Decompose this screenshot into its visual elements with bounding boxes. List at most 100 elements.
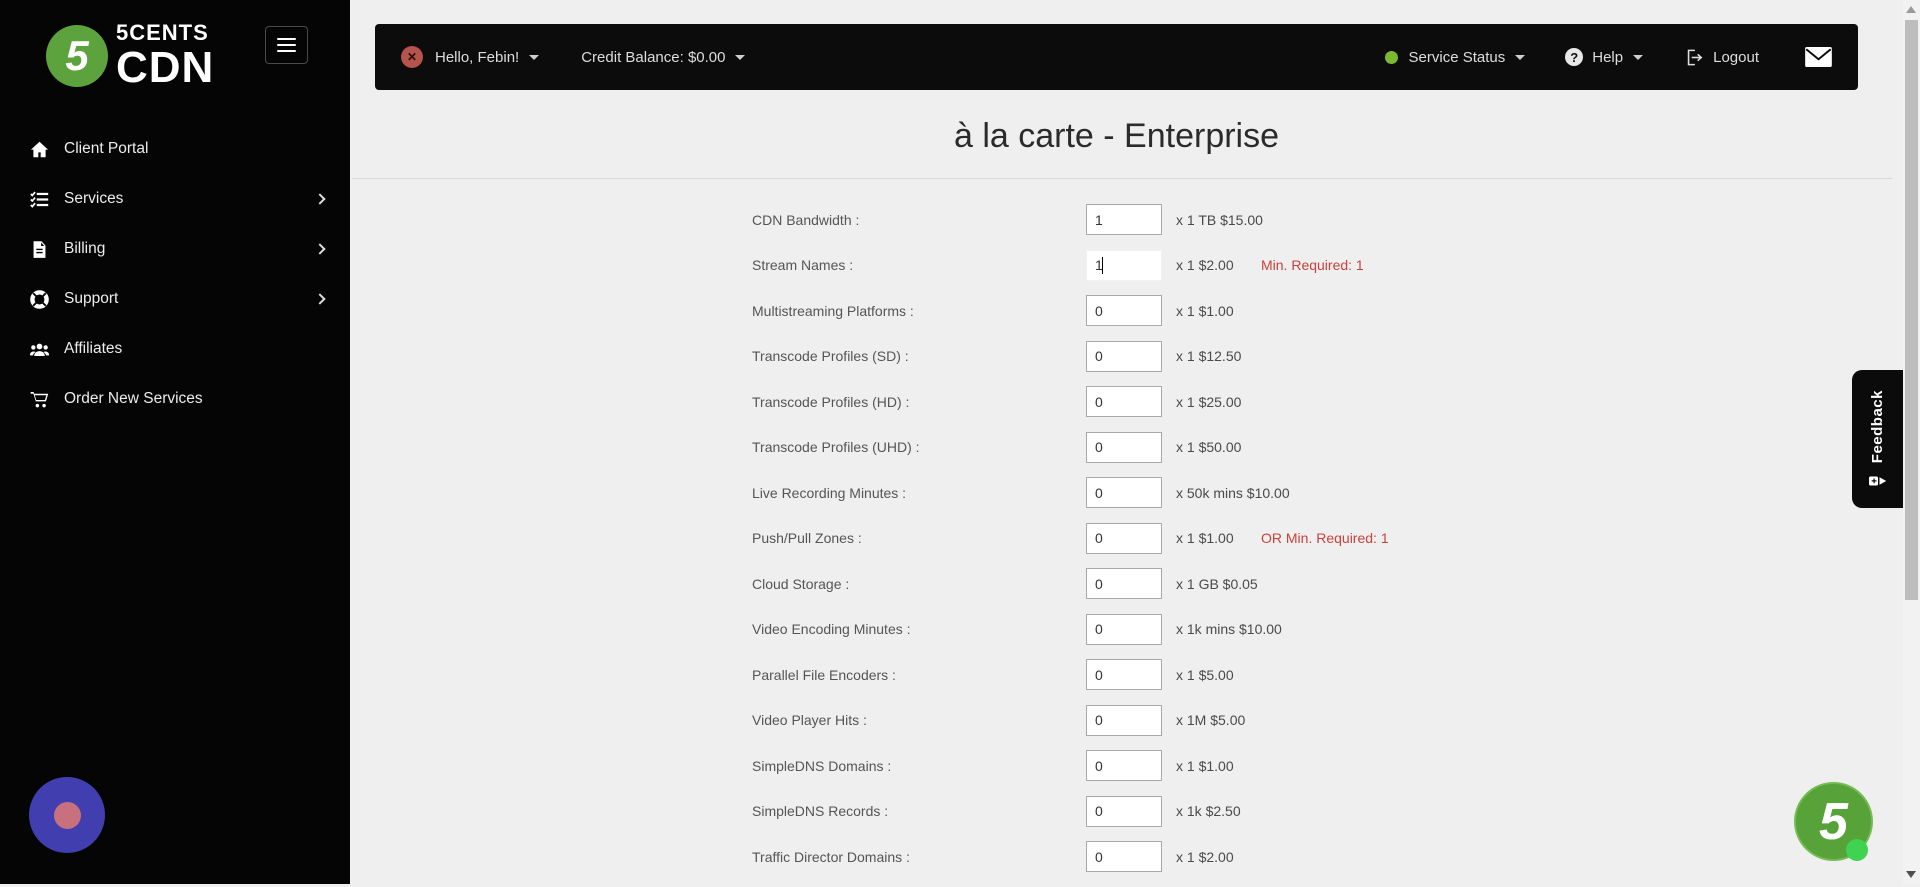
quantity-input-wrap bbox=[1086, 841, 1162, 872]
sidebar-item-label: Affiliates bbox=[64, 340, 123, 357]
quantity-input[interactable] bbox=[1086, 659, 1162, 690]
row-label: Cloud Storage : bbox=[752, 575, 850, 592]
quantity-input[interactable] bbox=[1086, 795, 1162, 827]
quantity-input-wrap bbox=[1086, 477, 1162, 508]
feedback-tab[interactable]: Feedback bbox=[1852, 370, 1903, 508]
text-cursor bbox=[1102, 256, 1103, 274]
video-plus-icon bbox=[1868, 474, 1887, 488]
unit-price-label: x 1 $1.00 bbox=[1176, 757, 1234, 774]
sidebar-item-label: Client Portal bbox=[64, 140, 149, 157]
row-label: Parallel File Encoders : bbox=[752, 666, 896, 683]
chat-widget-dot-icon bbox=[53, 801, 81, 829]
quantity-input-wrap bbox=[1086, 659, 1162, 690]
logo-line-top: 5CENTS bbox=[116, 20, 209, 45]
row-label: Live Recording Minutes : bbox=[752, 484, 907, 501]
quantity-input-wrap bbox=[1086, 568, 1162, 599]
quantity-input[interactable] bbox=[1086, 340, 1162, 372]
cart-icon bbox=[30, 390, 49, 409]
quantity-input[interactable] bbox=[1086, 477, 1162, 508]
logout-button[interactable]: Logout bbox=[1685, 48, 1759, 67]
chevron-down-icon bbox=[529, 54, 540, 60]
logo-number: 5 bbox=[65, 32, 89, 79]
billing-icon bbox=[30, 240, 49, 259]
chevron-down-icon bbox=[1633, 54, 1644, 60]
chat-widget-button[interactable] bbox=[29, 777, 105, 853]
scroll-up-arrow-icon[interactable] bbox=[1906, 6, 1916, 13]
service-status-menu[interactable]: Service Status bbox=[1384, 48, 1526, 66]
credit-balance-menu[interactable]: Credit Balance: $0.00 bbox=[581, 48, 746, 66]
unit-price-label: x 1 $1.00 bbox=[1176, 530, 1234, 546]
form-row: Cloud Storage : x 1 GB $0.05 bbox=[350, 568, 1900, 599]
chevron-down-icon bbox=[735, 54, 746, 60]
form-row: Push/Pull Zones : x 1 $1.00 OR Min. Requ… bbox=[350, 522, 1900, 554]
sidebar-item-label: Billing bbox=[64, 240, 106, 257]
chevron-down-icon bbox=[1515, 54, 1526, 60]
quantity-input-wrap bbox=[1086, 249, 1162, 281]
form-row: CDN Bandwidth : x 1 TB $15.00 bbox=[350, 204, 1900, 235]
quantity-input-wrap bbox=[1086, 295, 1162, 326]
scrollbar-thumb[interactable] bbox=[1905, 20, 1918, 600]
mail-button[interactable] bbox=[1805, 47, 1832, 67]
scroll-down-arrow-icon[interactable] bbox=[1906, 871, 1916, 878]
row-label: Video Encoding Minutes : bbox=[752, 621, 911, 637]
row-label: Video Player Hits : bbox=[752, 712, 867, 728]
logo-text: 5CENTS CDN bbox=[116, 22, 214, 90]
topbar: Hello, Febin! Credit Balance: $0.00 Serv… bbox=[375, 24, 1858, 90]
unit-price-label: x 1 TB $15.00 bbox=[1176, 211, 1263, 228]
quantity-input[interactable] bbox=[1086, 386, 1162, 417]
user-menu[interactable]: Hello, Febin! bbox=[401, 46, 540, 68]
online-status-dot bbox=[1846, 839, 1868, 861]
sidebar-item-services[interactable]: Services bbox=[0, 174, 350, 224]
form-row: Traffic Director Domains : x 1 $2.00 bbox=[350, 841, 1900, 872]
form-row: Parallel File Encoders : x 1 $5.00 bbox=[350, 659, 1900, 690]
form-row: Multistreaming Platforms : x 1 $1.00 bbox=[350, 295, 1900, 326]
quantity-input[interactable] bbox=[1086, 568, 1162, 599]
quantity-input-wrap bbox=[1086, 613, 1162, 645]
form-row: Transcode Profiles (SD) : x 1 $12.50 bbox=[350, 340, 1900, 372]
topbar-right: Service Status Help Logout bbox=[1384, 47, 1832, 67]
row-label: SimpleDNS Records : bbox=[752, 803, 889, 819]
sidebar-toggle-button[interactable] bbox=[265, 26, 308, 64]
quantity-input-wrap bbox=[1086, 340, 1162, 372]
quantity-input[interactable] bbox=[1086, 431, 1162, 463]
logo[interactable]: 5 5CENTS CDN bbox=[46, 22, 214, 90]
unit-price-label: x 1 GB $0.05 bbox=[1176, 575, 1258, 592]
home-icon bbox=[30, 140, 49, 159]
form-row: Transcode Profiles (UHD) : x 1 $50.00 bbox=[350, 431, 1900, 463]
sidebar-item-label: Order New Services bbox=[64, 390, 203, 407]
unit-price-label: x 1k $2.50 bbox=[1176, 803, 1241, 819]
sidebar-item-client-portal[interactable]: Client Portal bbox=[0, 124, 350, 174]
sidebar-header: 5 5CENTS CDN bbox=[0, 0, 350, 100]
credit-balance-label: Credit Balance: $0.00 bbox=[581, 48, 726, 66]
x-circle-icon bbox=[401, 46, 423, 68]
unit-price-label: x 1 $2.00 bbox=[1176, 257, 1234, 273]
sidebar-item-support[interactable]: Support bbox=[0, 274, 350, 324]
page-title: à la carte - Enterprise bbox=[953, 117, 1280, 155]
quantity-input[interactable] bbox=[1086, 750, 1162, 781]
sidebar-item-affiliates[interactable]: Affiliates bbox=[0, 324, 350, 374]
unit-price-label: x 1 $12.50 bbox=[1176, 348, 1242, 364]
unit-price-label: x 1k mins $10.00 bbox=[1176, 621, 1282, 637]
sidebar-item-order-new-services[interactable]: Order New Services bbox=[0, 374, 350, 424]
unit-price-label: x 1 $50.00 bbox=[1176, 439, 1242, 455]
status-dot-icon bbox=[1384, 50, 1398, 64]
sidebar-item-billing[interactable]: Billing bbox=[0, 224, 350, 274]
min-required-note: Min. Required: 1 bbox=[1261, 257, 1364, 273]
quantity-input[interactable] bbox=[1086, 204, 1162, 235]
quantity-input[interactable] bbox=[1086, 522, 1162, 554]
quantity-input[interactable] bbox=[1086, 295, 1162, 326]
feedback-label: Feedback bbox=[1869, 390, 1886, 464]
quantity-input[interactable] bbox=[1086, 704, 1162, 736]
form-row: Stream Names : x 1 $2.00 Min. Required: … bbox=[350, 249, 1900, 281]
form-row: SimpleDNS Domains : x 1 $1.00 bbox=[350, 750, 1900, 781]
hamburger-icon bbox=[277, 38, 296, 51]
row-label: CDN Bandwidth : bbox=[752, 211, 860, 228]
help-menu[interactable]: Help bbox=[1565, 48, 1644, 66]
chevron-right-icon bbox=[314, 193, 326, 205]
page-scrollbar[interactable] bbox=[1903, 0, 1920, 884]
quantity-input-wrap bbox=[1086, 431, 1162, 463]
service-status-label: Service Status bbox=[1408, 48, 1506, 66]
quantity-input[interactable] bbox=[1086, 249, 1162, 281]
quantity-input[interactable] bbox=[1086, 613, 1162, 645]
quantity-input[interactable] bbox=[1086, 841, 1162, 872]
